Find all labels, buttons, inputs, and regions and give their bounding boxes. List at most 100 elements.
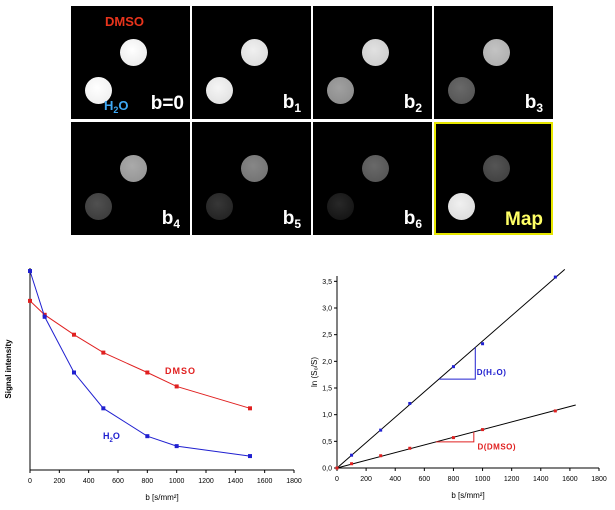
x-tick-label: 1000 xyxy=(475,476,491,483)
b-tile-3: b3 xyxy=(434,6,553,119)
data-point-h2o xyxy=(408,401,412,405)
series-line-dmso xyxy=(29,300,251,409)
tile-label: b1 xyxy=(283,92,301,115)
data-point-h2o xyxy=(72,370,76,375)
x-tick-label: 600 xyxy=(112,478,124,485)
data-point-h2o xyxy=(28,269,32,274)
tile-label: b5 xyxy=(283,208,301,231)
data-point-h2o xyxy=(248,454,252,459)
x-tick-label: 1200 xyxy=(198,478,214,485)
tile-label-main: b xyxy=(161,208,174,229)
dmso-disc xyxy=(362,39,389,66)
x-tick-label: 1800 xyxy=(591,476,607,483)
x-tick-label: 200 xyxy=(53,478,65,485)
h2o-2: 2 xyxy=(110,438,114,444)
h2o-label-h: H xyxy=(104,98,114,113)
b-tile-0: b=0 DMSO H2O xyxy=(71,6,190,119)
h2o-disc xyxy=(448,193,475,220)
data-point-h2o xyxy=(101,406,106,411)
slope-triangle-dmso xyxy=(435,431,475,443)
h2o-label: H2O xyxy=(104,98,129,115)
h2o-disc xyxy=(85,193,112,220)
y-tick-label: 1,5 xyxy=(322,386,332,393)
y-tick-label: 2,5 xyxy=(322,332,332,339)
data-point-dmso xyxy=(481,428,485,432)
b-tile-2: b2 xyxy=(313,6,432,119)
x-tick-label: 800 xyxy=(141,478,153,485)
data-point-dmso xyxy=(379,454,383,458)
y-tick-label: 3,5 xyxy=(322,279,332,286)
data-point-dmso xyxy=(553,409,557,413)
y-tick-label: 0,0 xyxy=(322,466,332,473)
data-point-h2o xyxy=(379,428,383,432)
tile-label-main: b xyxy=(282,92,295,113)
data-point-dmso xyxy=(174,384,179,389)
data-point-h2o xyxy=(350,453,354,457)
tile-label: b4 xyxy=(162,208,180,231)
slope-triangle-h2o xyxy=(438,347,476,380)
h2o-disc xyxy=(327,77,354,104)
x-tick-label: 400 xyxy=(83,478,95,485)
series-label-dmso: DMSO xyxy=(165,366,196,376)
tile-label-main: b=0 xyxy=(150,93,184,114)
x-tick-label: 0 xyxy=(28,478,32,485)
y-tick-label: 0,5 xyxy=(322,439,332,446)
data-point-h2o xyxy=(481,342,485,346)
series-line-h2o xyxy=(29,270,251,457)
y-tick-label: 1,0 xyxy=(322,412,332,419)
dmso-disc xyxy=(120,39,147,66)
data-point-dmso xyxy=(350,462,354,466)
data-point-dmso xyxy=(248,406,252,411)
dmso-disc xyxy=(483,155,510,182)
tile-label-sub: 4 xyxy=(173,217,180,231)
y-tick-label: 3,0 xyxy=(322,306,332,313)
data-point-dmso xyxy=(145,370,150,375)
dmso-label: DMSO xyxy=(105,14,144,29)
tile-label-main: b xyxy=(403,208,416,229)
annotation-d-h2o: D(H₂O) xyxy=(477,368,507,377)
data-point-dmso xyxy=(101,350,106,355)
h2o-h: H xyxy=(103,431,110,441)
data-point-dmso xyxy=(28,298,32,303)
tile-label-sub: 6 xyxy=(415,217,422,231)
b-tile-6: b6 xyxy=(313,122,432,235)
h2o-disc xyxy=(85,77,112,104)
b-tile-4: b4 xyxy=(71,122,190,235)
x-tick-label: 1600 xyxy=(257,478,273,485)
map-tile: Map xyxy=(434,122,553,235)
dmso-disc xyxy=(362,155,389,182)
y-axis-label: ln (S₀/S) xyxy=(310,357,319,387)
y-axis-label: Signal intensity xyxy=(4,339,13,399)
data-point-dmso xyxy=(72,332,76,337)
tile-label-main: b xyxy=(403,92,416,113)
x-tick-label: 1400 xyxy=(228,478,244,485)
x-tick-label: 600 xyxy=(418,476,430,483)
fit-line-dmso xyxy=(336,404,576,469)
data-point-h2o xyxy=(145,434,150,439)
x-tick-label: 200 xyxy=(360,476,372,483)
data-point-h2o xyxy=(42,314,47,319)
mri-image-panel: b=0 DMSO H2O b1 b2 b3 b4 b5 b6 Map xyxy=(68,0,555,240)
data-point-h2o xyxy=(451,365,455,369)
dmso-disc xyxy=(120,155,147,182)
dmso-disc xyxy=(241,155,268,182)
tile-label-sub: 3 xyxy=(536,101,543,115)
signal-intensity-chart: 0 200 400 600 800 1000 1200 1400 1600 1800 b [s/mm… xyxy=(4,268,302,502)
x-tick-label: 0 xyxy=(335,476,339,483)
h2o-disc xyxy=(448,77,475,104)
x-tick-label: 400 xyxy=(389,476,401,483)
h2o-label-sub: 2 xyxy=(113,105,119,115)
h2o-label-o: O xyxy=(118,98,129,113)
b-tile-1: b1 xyxy=(192,6,311,119)
x-axis-label: b [s/mm²] xyxy=(451,491,484,500)
x-tick-label: 1400 xyxy=(533,476,549,483)
dmso-disc xyxy=(241,39,268,66)
data-point-dmso xyxy=(335,466,339,470)
tile-label-sub: 5 xyxy=(294,217,301,231)
data-point-dmso xyxy=(451,436,455,440)
fit-line-h2o xyxy=(336,268,566,469)
h2o-o: O xyxy=(113,431,120,441)
tile-label-main: Map xyxy=(505,209,543,230)
x-tick-label: 1600 xyxy=(562,476,578,483)
x-tick-label: 1000 xyxy=(169,478,185,485)
